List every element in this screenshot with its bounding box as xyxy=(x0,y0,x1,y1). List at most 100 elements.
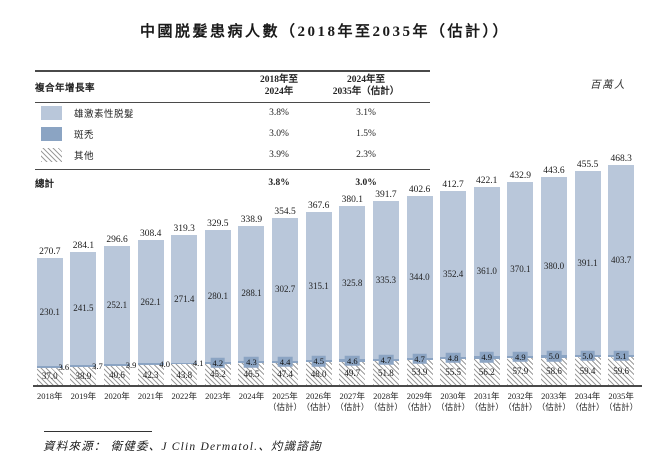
legend-row-1: 雄激素性脱髮 3.8% 3.1% xyxy=(35,103,430,124)
bar-group: 412.7 352.4 4.8 55.5 2030年 （估計） xyxy=(436,150,470,412)
stacked-bar-chart: 270.7 230.1 3.6 37.0 2018年 284.1 241.5 3.7 38.9 2… xyxy=(33,150,638,412)
bar-group: 329.5 280.1 4.2 45.2 2023年 xyxy=(201,150,235,401)
bar-total-label: 308.4 xyxy=(139,229,162,240)
bar-total-label: 296.6 xyxy=(106,234,128,245)
segment-alopecia-areata: 4.0 xyxy=(137,360,170,368)
cagr-legend-table: 複合年增長率 2018年至 2024年 2024年至 2035年（估計） 雄激素性脱… xyxy=(35,70,430,190)
segment-androgenetic: 344.0 xyxy=(406,195,433,358)
segment-alopecia-areata: 4.5 xyxy=(305,356,332,367)
cagr-value: 1.5% xyxy=(356,129,376,140)
segment-value-label: 4.2 xyxy=(210,357,226,369)
segment-value-label: 4.9 xyxy=(479,352,495,363)
segment-value-label: 3.9 xyxy=(125,359,137,370)
segment-value-label: 4.9 xyxy=(513,351,528,362)
bar-total-label: 402.6 xyxy=(408,184,431,195)
segment-others: 43.8 xyxy=(171,364,198,385)
segment-value-label: 51.8 xyxy=(378,367,394,378)
segment-value-label: 42.3 xyxy=(142,370,159,381)
segment-value-label: 361.0 xyxy=(476,266,497,277)
segment-androgenetic: 380.0 xyxy=(540,176,567,356)
x-axis-tick-label: 2027年 （估計） xyxy=(335,391,370,413)
segment-value-label: 4.0 xyxy=(159,358,170,369)
bar-total-label: 391.7 xyxy=(375,189,397,200)
segment-value-label: 59.6 xyxy=(613,366,630,376)
x-axis-tick-label: 2034年 （估計） xyxy=(570,391,605,413)
segment-androgenetic: 325.8 xyxy=(339,206,366,360)
bar-group: 443.6 380.0 5.0 58.6 2033年 （估計） xyxy=(537,150,571,412)
x-axis-tick-label: 2029年 （估計） xyxy=(402,391,437,413)
segment-value-label: 262.1 xyxy=(140,296,161,307)
segment-value-label: 335.3 xyxy=(375,274,397,285)
segment-alopecia-areata: 4.3 xyxy=(238,356,265,368)
legend-label: 雄激素性脱髮 xyxy=(74,110,135,121)
segment-others: 40.6 xyxy=(104,365,131,385)
segment-value-label: 55.5 xyxy=(445,366,461,377)
segment-androgenetic: 361.0 xyxy=(473,186,500,357)
bar-total-label: 338.9 xyxy=(240,214,263,225)
cagr-col-header-2018-2024: 2018年至 2024年 xyxy=(259,75,298,97)
segment-alopecia-areata: 4.9 xyxy=(507,351,534,362)
x-axis-tick-label: 2030年 （估計） xyxy=(436,391,471,413)
segment-value-label: 5.0 xyxy=(546,351,562,362)
segment-alopecia-areata: 4.4 xyxy=(272,356,299,367)
bar-total-label: 270.7 xyxy=(39,246,61,257)
segment-androgenetic: 280.1 xyxy=(204,230,231,362)
segment-others: 45.2 xyxy=(204,363,231,385)
bar-group: 284.1 241.5 3.7 38.9 2019年 xyxy=(67,150,103,401)
cagr-total-row: 總計 3.8% 3.0% xyxy=(35,168,430,190)
segment-alopecia-areata: 4.7 xyxy=(406,353,433,364)
segment-others: 49.7 xyxy=(339,361,366,385)
segment-value-label: 47.4 xyxy=(277,368,293,379)
segment-androgenetic: 288.1 xyxy=(238,225,265,362)
segment-others: 38.9 xyxy=(70,366,97,385)
bar-total-label: 319.3 xyxy=(173,223,195,234)
segment-androgenetic: 335.3 xyxy=(372,200,399,359)
source-note: 資料來源： 衛健委、J Clin Dermatol.、灼識諮詢 xyxy=(43,441,322,453)
segment-value-label: 4.7 xyxy=(412,353,427,364)
segment-value-label: 380.0 xyxy=(543,260,565,271)
segment-value-label: 352.4 xyxy=(442,268,464,279)
unit-label: 百萬人 xyxy=(590,80,626,91)
segment-value-label: 315.1 xyxy=(308,281,329,292)
segment-others: 57.9 xyxy=(507,357,534,385)
x-axis-tick-label: 2026年 （估計） xyxy=(301,391,336,413)
segment-value-label: 43.8 xyxy=(176,369,193,380)
segment-value-label: 45.2 xyxy=(209,369,226,380)
segment-others: 47.4 xyxy=(272,362,299,385)
bar-group: 432.9 370.1 4.9 57.9 2032年 （估計） xyxy=(503,150,537,412)
segment-alopecia-areata: 3.7 xyxy=(70,362,103,370)
bar-group: 319.3 271.4 4.1 43.8 2022年 xyxy=(167,150,204,401)
x-axis-tick-label: 2021年 xyxy=(137,391,164,401)
x-axis-tick-label: 2019年 xyxy=(70,391,97,401)
segment-others: 59.6 xyxy=(608,357,635,385)
segment-value-label: 58.6 xyxy=(546,366,562,377)
x-axis-tick-label: 2020年 xyxy=(104,391,130,401)
segment-value-label: 271.4 xyxy=(174,293,195,304)
x-axis-line xyxy=(33,385,642,387)
segment-value-label: 59.4 xyxy=(579,366,596,377)
segment-value-label: 3.6 xyxy=(58,361,70,372)
bar-group: 468.3 403.7 5.1 59.6 2035年 （估計） xyxy=(604,150,638,412)
segment-value-label: 57.9 xyxy=(512,366,529,377)
segment-androgenetic: 302.7 xyxy=(272,218,299,361)
segment-others: 42.3 xyxy=(137,365,164,385)
bar-total-label: 422.1 xyxy=(476,175,498,186)
segment-androgenetic: 230.1 xyxy=(36,257,63,366)
legend-row-2: 斑禿 3.0% 1.5% xyxy=(35,124,430,145)
bar-total-label: 412.7 xyxy=(442,180,464,191)
segment-value-label: 241.5 xyxy=(73,303,94,314)
segment-value-label: 4.3 xyxy=(244,356,259,368)
segment-value-label: 4.1 xyxy=(192,358,204,369)
bar-group: 354.5 302.7 4.4 47.4 2025年 （估計） xyxy=(268,150,302,412)
segment-androgenetic: 403.7 xyxy=(608,164,635,355)
cagr-value: 3.0% xyxy=(269,129,289,140)
segment-value-label: 280.1 xyxy=(207,291,228,302)
bar-total-label: 329.5 xyxy=(207,219,229,230)
cagr-col-header-2024-2035: 2024年至 2035年（估計） xyxy=(332,75,400,97)
segment-value-label: 5.0 xyxy=(580,350,595,362)
segment-alopecia-areata: 3.6 xyxy=(36,363,69,371)
legend-swatch-hatch xyxy=(41,148,62,163)
segment-others: 55.5 xyxy=(440,358,467,385)
segment-alopecia-areata: 4.1 xyxy=(171,359,204,367)
segment-value-label: 46.5 xyxy=(243,369,260,380)
